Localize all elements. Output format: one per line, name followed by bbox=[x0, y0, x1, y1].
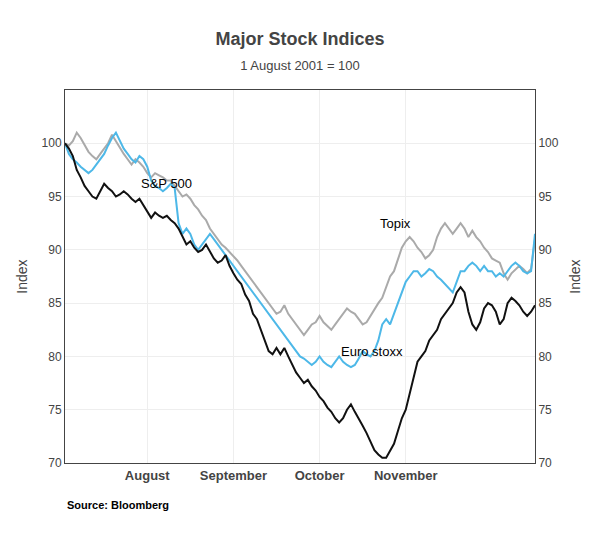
svg-text:Index: Index bbox=[567, 259, 583, 293]
svg-text:85: 85 bbox=[48, 296, 62, 310]
svg-text:70: 70 bbox=[48, 456, 62, 470]
svg-text:Index: Index bbox=[14, 259, 30, 293]
svg-text:S&P 500: S&P 500 bbox=[141, 176, 192, 191]
svg-text:Source: Bloomberg: Source: Bloomberg bbox=[67, 499, 169, 511]
svg-text:95: 95 bbox=[538, 190, 552, 204]
svg-text:100: 100 bbox=[538, 136, 558, 150]
svg-text:90: 90 bbox=[538, 243, 552, 257]
svg-text:85: 85 bbox=[538, 296, 552, 310]
svg-text:September: September bbox=[200, 468, 267, 483]
svg-text:October: October bbox=[295, 468, 345, 483]
svg-text:80: 80 bbox=[538, 350, 552, 364]
svg-text:November: November bbox=[374, 468, 438, 483]
svg-text:August: August bbox=[125, 468, 170, 483]
svg-text:1 August 2001 = 100: 1 August 2001 = 100 bbox=[240, 58, 360, 73]
svg-text:95: 95 bbox=[48, 190, 62, 204]
svg-text:Major Stock Indices: Major Stock Indices bbox=[215, 29, 384, 49]
svg-text:75: 75 bbox=[48, 403, 62, 417]
svg-text:75: 75 bbox=[538, 403, 552, 417]
svg-text:90: 90 bbox=[48, 243, 62, 257]
svg-text:70: 70 bbox=[538, 456, 552, 470]
svg-text:80: 80 bbox=[48, 350, 62, 364]
svg-text:Topix: Topix bbox=[380, 216, 411, 231]
svg-text:100: 100 bbox=[42, 136, 62, 150]
svg-text:Euro stoxx: Euro stoxx bbox=[341, 344, 403, 359]
